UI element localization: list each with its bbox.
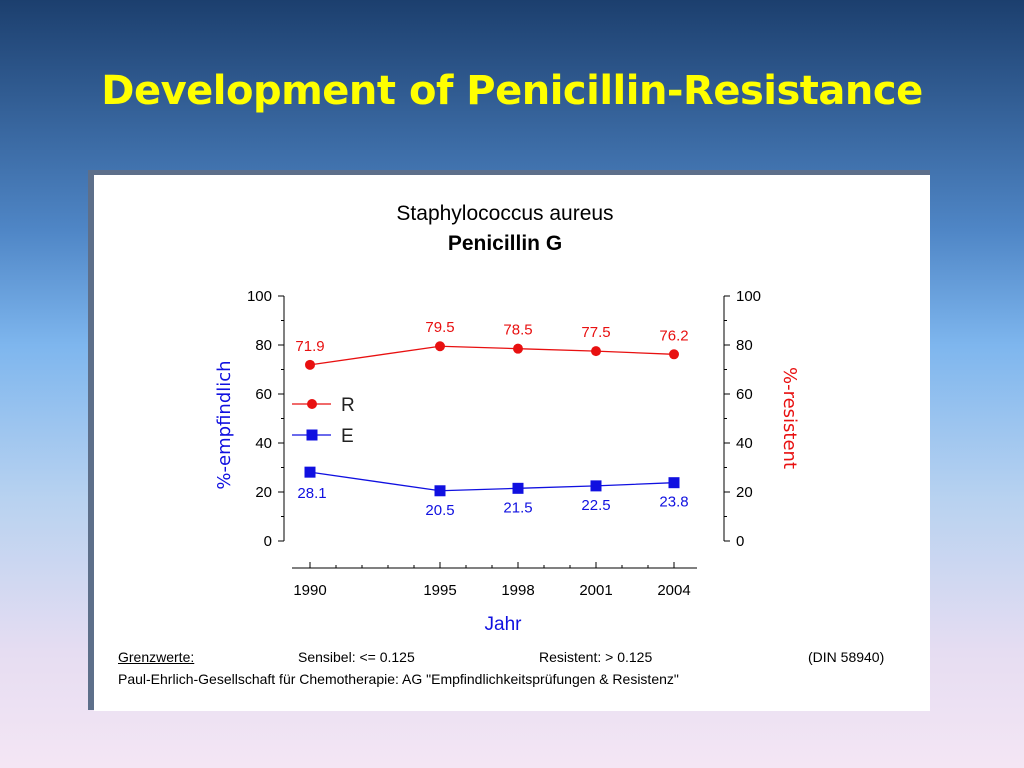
series-r-data-label: 77.5 (581, 324, 610, 341)
chart-title: Staphylococcus aureus (396, 202, 613, 225)
series-e-point (512, 482, 524, 494)
series-r-line (309, 345, 675, 366)
legend-r-marker (307, 399, 317, 409)
footer-source: Paul-Ehrlich-Gesellschaft für Chemothera… (118, 671, 679, 687)
footer-grenzwerte: Grenzwerte: (118, 649, 195, 665)
chart-subtitle: Penicillin G (448, 232, 562, 255)
series-r-point (591, 346, 601, 357)
series-e-data-label: 28.1 (297, 485, 326, 502)
footer-sensibel: Sensibel: <= 0.125 (298, 649, 415, 665)
series-e-line (309, 471, 675, 492)
left-y-tick-label: 20 (255, 484, 272, 501)
x-axis-title: Jahr (485, 614, 523, 635)
right-y-tick-label: 60 (736, 386, 753, 403)
series-r-data-label: 76.2 (659, 327, 688, 344)
series-e-point (304, 466, 316, 478)
right-y-tick-label: 0 (736, 533, 744, 550)
series-r-data-label: 79.5 (425, 319, 454, 336)
series-e-point (668, 477, 680, 489)
legend-r-label: R (341, 395, 355, 416)
series-e-data-label: 21.5 (503, 499, 532, 516)
x-tick-label: 2001 (579, 582, 612, 599)
line-chart: Staphylococcus aureus Penicillin G Jahr … (214, 202, 800, 635)
left-axis-title: %-empfindlich (214, 360, 235, 489)
series-r-point (305, 359, 315, 370)
series-r-point (435, 341, 445, 352)
right-y-tick-label: 100 (736, 288, 761, 305)
legend-e-marker (306, 429, 318, 441)
series-e-point (590, 480, 602, 492)
x-tick-label: 2004 (657, 582, 690, 599)
series-e-data-label: 23.8 (659, 494, 688, 511)
left-y-tick-label: 100 (247, 288, 272, 305)
footer-resistent: Resistent: > 0.125 (539, 649, 653, 665)
left-y-tick-label: 60 (255, 386, 272, 403)
slide-title: Development of Penicillin-Resistance (101, 68, 923, 114)
series-r-data-label: 71.9 (295, 338, 324, 355)
left-y-tick-label: 40 (255, 435, 272, 452)
right-y-tick-label: 40 (736, 435, 753, 452)
series-r-data-label: 78.5 (503, 322, 532, 339)
chart-figure: Staphylococcus aureus Penicillin G Jahr … (94, 175, 930, 711)
left-y-tick-label: 0 (264, 533, 272, 550)
series-e-data-label: 22.5 (581, 497, 610, 514)
right-y-tick-label: 80 (736, 337, 753, 354)
series-e-point (434, 485, 446, 497)
legend-e-label: E (341, 426, 354, 447)
footer-din: (DIN 58940) (808, 649, 885, 665)
right-axis-title: %-resistent (779, 367, 800, 469)
right-y-tick-label: 20 (736, 484, 753, 501)
series-r-point (669, 349, 679, 360)
series-e-data-label: 20.5 (425, 502, 454, 519)
series-r-point (513, 343, 523, 354)
left-y-tick-label: 80 (255, 337, 272, 354)
x-tick-label: 1998 (501, 582, 534, 599)
x-tick-label: 1995 (423, 582, 456, 599)
x-tick-label: 1990 (293, 582, 326, 599)
